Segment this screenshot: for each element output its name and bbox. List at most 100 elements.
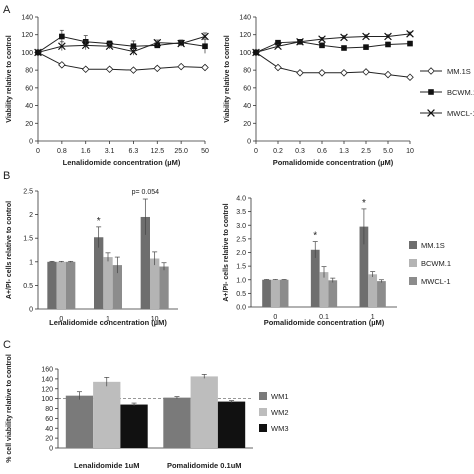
- x-tick-label: 5.0: [383, 148, 393, 155]
- point-mwcl-1: [384, 32, 392, 41]
- bar-bcwm-1: [103, 257, 113, 309]
- bar-wm3: [217, 401, 246, 448]
- point-mwcl-1: [362, 32, 370, 41]
- legend-marker-bcwm-1: [428, 89, 434, 95]
- x-tick-label: 0.6: [317, 148, 327, 155]
- legend-swatch-wm3: [259, 424, 267, 432]
- panel-label-c: C: [3, 339, 11, 351]
- x-axis-title: Pomalidomide concentration (µM): [264, 318, 385, 327]
- point-mwcl-1: [105, 42, 114, 51]
- point-mwcl-1: [153, 38, 162, 47]
- y-tick-label: 2: [29, 212, 33, 219]
- point-mm-1s: [105, 65, 114, 74]
- point-bcwm-1: [130, 43, 137, 50]
- bar-wm3: [120, 404, 148, 448]
- point-mm-1s: [58, 61, 66, 69]
- y-tick-label: 0.0: [236, 305, 246, 312]
- bar-mwcl-1: [279, 279, 289, 307]
- legend-label-mm-1s: MM.1S: [447, 67, 471, 76]
- y-axis-title: % cell viability relative to control: [6, 354, 13, 463]
- y-tick-label: 20: [45, 436, 53, 443]
- point-mwcl-1: [177, 39, 185, 48]
- bar-annotation: p= 0.054: [132, 189, 160, 196]
- y-tick-label: 0: [49, 446, 53, 453]
- point-bcwm-1: [59, 33, 65, 40]
- y-tick-label: 1: [29, 259, 33, 266]
- legend-label-bcwm-1: BCWM.1: [421, 259, 451, 268]
- point-mwcl-1: [340, 33, 348, 42]
- bar-mm-1s: [47, 261, 57, 309]
- y-tick-label: 80: [243, 68, 251, 75]
- y-tick-label: 60: [243, 85, 251, 92]
- bar-wm1: [65, 395, 94, 448]
- y-tick-label: 60: [25, 85, 33, 92]
- y-axis-title: A+/PI- cells relative to control: [223, 203, 230, 301]
- legend-swatch-bcwm-1: [409, 259, 417, 267]
- y-tick-label: 1.5: [23, 236, 33, 243]
- legend-label-wm2: WM2: [271, 408, 289, 417]
- bar-bcwm-1: [368, 274, 378, 307]
- point-bcwm-1: [341, 45, 347, 51]
- bar-annotation: *: [362, 198, 366, 209]
- bar-bcwm-1: [270, 279, 280, 307]
- point-bcwm-1: [319, 42, 325, 49]
- y-tick-label: 0.5: [23, 283, 33, 290]
- bar-wm2: [190, 376, 218, 448]
- bar-mwcl-1: [112, 265, 122, 309]
- bar-mwcl-1: [66, 261, 76, 309]
- y-tick-label: 0: [29, 139, 33, 146]
- x-axis-title: Lenalidomide concentration (µM): [63, 158, 181, 167]
- x-tick-label: 0.3: [295, 148, 305, 155]
- y-tick-label: 40: [25, 103, 33, 110]
- y-tick-label: 20: [25, 121, 33, 128]
- y-tick-label: 1.0: [236, 277, 246, 284]
- y-tick-label: 3.5: [236, 209, 246, 216]
- series-line-mm-1s: [255, 52, 411, 78]
- point-mwcl-1: [81, 41, 90, 50]
- legend-swatch-wm1: [259, 392, 267, 400]
- point-mm-1s: [177, 62, 185, 71]
- y-tick-label: 4.0: [236, 196, 246, 203]
- point-mm-1s: [81, 65, 90, 74]
- legend-label-mwcl-1: MWCL-1: [447, 109, 474, 118]
- x-tick-label: 50: [201, 148, 209, 155]
- bar-mm-1s: [310, 249, 320, 307]
- y-tick-label: 140: [239, 15, 251, 22]
- point-bcwm-1: [385, 41, 391, 48]
- x-tick-label: 0.1: [319, 314, 329, 321]
- bar-annotation: *: [313, 231, 317, 242]
- x-tick-label: 12.5: [150, 148, 164, 155]
- point-mm-1s: [201, 63, 209, 72]
- legend-label-wm1: WM1: [271, 392, 289, 401]
- x-tick-label: 3.1: [105, 148, 115, 155]
- point-mm-1s: [296, 69, 304, 77]
- point-mm-1s: [129, 66, 138, 74]
- x-tick-label: Pomalidomide 0.1uM: [167, 461, 242, 470]
- legend-label-wm3: WM3: [271, 424, 289, 433]
- bar-bcwm-1: [150, 258, 160, 309]
- point-mm-1s: [362, 68, 370, 76]
- x-tick-label: 10: [151, 316, 159, 323]
- y-tick-label: 40: [243, 103, 251, 110]
- bar-mm-1s: [94, 237, 104, 309]
- point-mwcl-1: [406, 30, 414, 38]
- y-tick-label: 0: [247, 139, 251, 146]
- bar-mwcl-1: [377, 281, 386, 307]
- y-tick-label: 0: [29, 307, 33, 314]
- point-mm-1s: [340, 69, 348, 77]
- x-axis-title: Pomalidomide concentration (µM): [273, 158, 394, 167]
- point-bcwm-1: [275, 39, 281, 46]
- x-tick-label: 0: [36, 148, 40, 155]
- bar-bcwm-1: [56, 261, 66, 309]
- series-line-mwcl-1: [37, 36, 206, 53]
- point-mm-1s: [318, 69, 326, 77]
- x-tick-label: 0: [254, 148, 258, 155]
- y-axis-title: Viability relative to control: [224, 35, 231, 122]
- point-mm-1s: [406, 73, 414, 81]
- panel-label-a: A: [3, 4, 11, 16]
- x-tick-label: 1: [106, 316, 110, 323]
- y-tick-label: 140: [41, 376, 53, 383]
- x-tick-label: 1: [371, 314, 375, 321]
- bar-mm-1s: [140, 216, 150, 309]
